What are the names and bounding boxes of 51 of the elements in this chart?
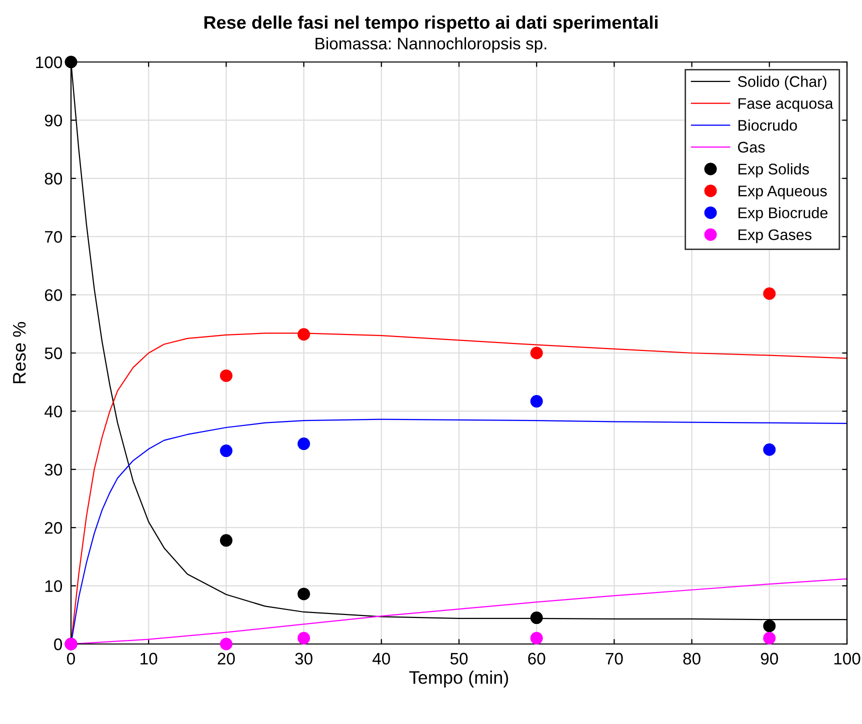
point: [763, 443, 776, 456]
y-axis-title: Rese %: [13, 322, 26, 384]
y-tick-label: 0: [54, 638, 62, 650]
point: [530, 346, 543, 360]
y-tick-label: 50: [44, 347, 62, 360]
legend-label: Exp Solids: [738, 163, 809, 178]
chart-subtitle: Biomassa: Nannochloropsis sp.: [316, 37, 546, 53]
x-tick-label: 70: [606, 652, 623, 665]
y-tick-label: 60: [44, 289, 62, 302]
x-tick-label: 60: [528, 652, 546, 665]
y-tick-label: 20: [44, 522, 62, 534]
y-tick-label: 70: [44, 231, 62, 243]
point: [220, 534, 232, 547]
chart-title: Rese delle fasi nel tempo rispetto ai dati sperimentali: [204, 16, 658, 32]
point: [530, 612, 543, 624]
legend-label: Biocrudo: [738, 120, 797, 131]
y-tick-label: 10: [45, 580, 62, 592]
y-tick-label: 80: [44, 172, 62, 185]
x-tick-label: 20: [218, 652, 235, 665]
x-tick-label: 90: [760, 652, 778, 665]
x-tick-label: 50: [450, 652, 468, 665]
legend-label: Fase acquosa: [738, 98, 834, 112]
x-tick-label: 80: [683, 652, 700, 665]
y-tick-label: 30: [44, 464, 62, 476]
point: [220, 638, 232, 650]
x-tick-label: 100: [834, 652, 860, 665]
point: [763, 287, 776, 300]
x-tick-label: 40: [372, 652, 390, 665]
y-tick-label: 100: [36, 56, 62, 68]
x-tick-label: 10: [140, 652, 158, 665]
point: [298, 438, 310, 450]
point: [220, 444, 232, 458]
legend-label: Exp Biocrude: [738, 207, 828, 222]
point: [298, 328, 310, 341]
point: [220, 369, 232, 382]
point: [64, 56, 78, 68]
point: [530, 632, 543, 644]
y-tick-label: 90: [44, 114, 62, 126]
legend-label: Solido (Char): [738, 76, 826, 90]
legend-label: Gas: [738, 142, 765, 153]
point: [298, 588, 310, 600]
point: [298, 632, 310, 644]
x-axis-title: Tempo (min): [409, 670, 508, 688]
y-tick-label: 40: [44, 406, 62, 418]
legend-label: Exp Aqueous: [738, 186, 827, 200]
point: [763, 632, 776, 644]
x-tick-label: 30: [295, 652, 312, 665]
legend-label: Exp Gases: [738, 229, 812, 244]
point: [530, 395, 543, 408]
x-tick-label: 0: [67, 652, 75, 665]
point: [763, 620, 776, 632]
